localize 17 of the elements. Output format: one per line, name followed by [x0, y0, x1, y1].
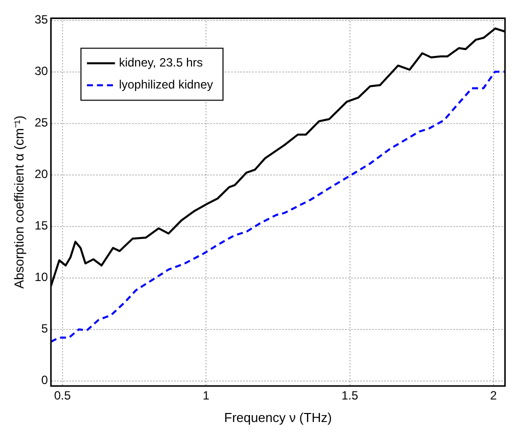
- y-tick-label: 0: [41, 373, 48, 388]
- y-tick-label: 25: [34, 116, 48, 130]
- x-tick-label: 1.5: [341, 388, 358, 403]
- x-tick-label: 0.5: [54, 388, 72, 403]
- legend-label: lyophilized kidney: [118, 78, 214, 92]
- x-tick-label: 2: [490, 388, 498, 403]
- y-tick-label: 20: [34, 167, 48, 182]
- y-tick-label: 10: [34, 270, 48, 284]
- y-tick-label: 5: [41, 322, 48, 336]
- x-tick-label: 1: [202, 388, 210, 403]
- y-axis-title: Absorption coefficient α (cm⁻¹): [11, 116, 26, 289]
- line-series: [50, 70, 505, 343]
- y-tick-label: 15: [34, 218, 48, 233]
- y-tick-label: 30: [34, 64, 48, 78]
- y-tick-label: 35: [34, 12, 48, 27]
- legend-label: kidney, 23.5 hrs: [118, 56, 203, 70]
- x-axis-title: Frequency ν (THz): [224, 410, 332, 425]
